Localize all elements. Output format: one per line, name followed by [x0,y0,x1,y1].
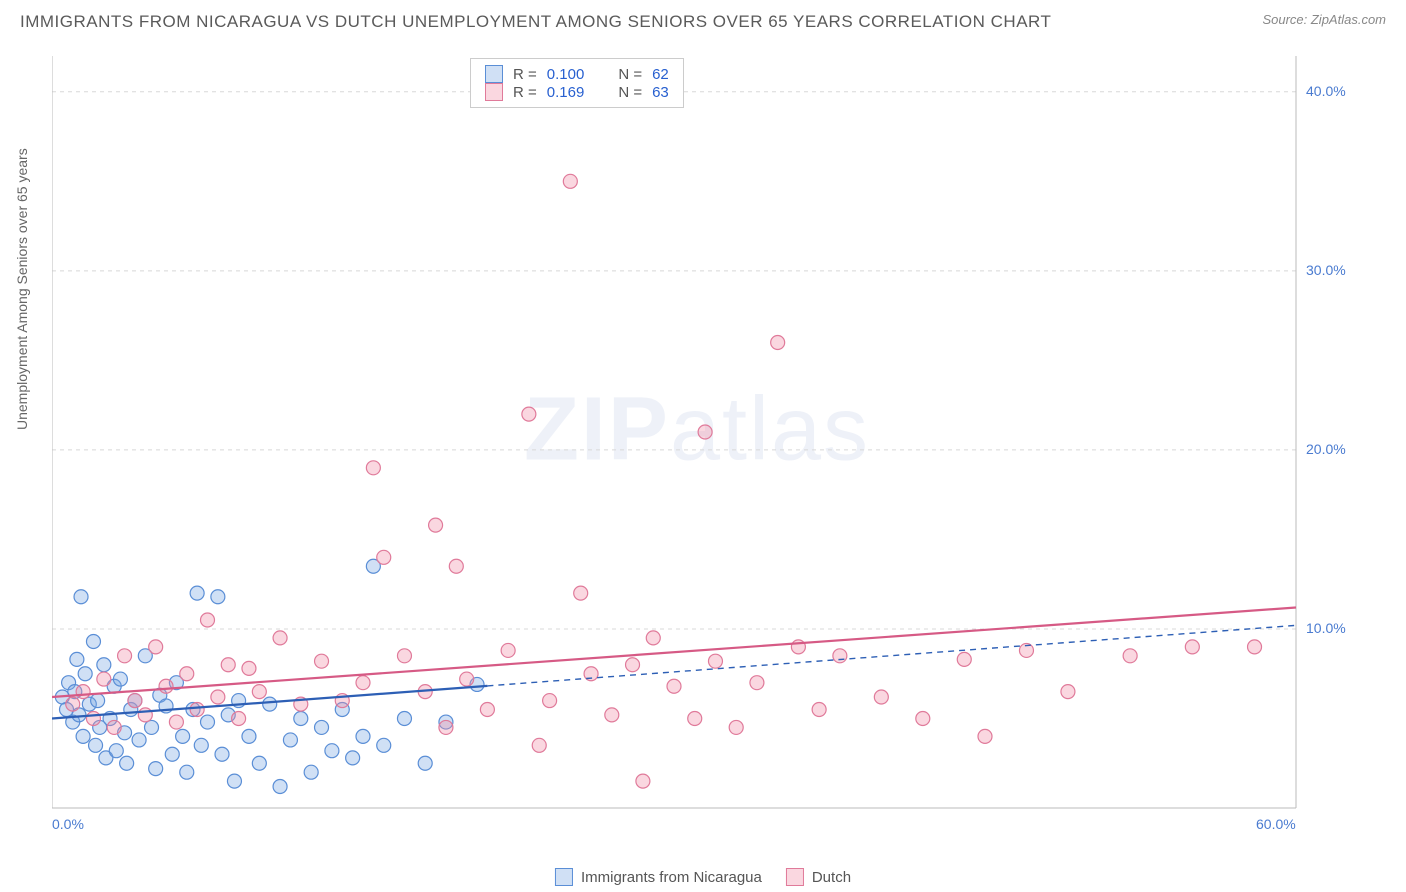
r-label: R = [513,66,537,83]
n-label: N = [618,84,642,101]
y-axis-label: Unemployment Among Seniors over 65 years [14,148,30,430]
swatch-icon [786,868,804,886]
legend-correlation: R = 0.100 N = 62 R = 0.169 N = 63 [470,58,684,108]
n-value: 62 [652,66,669,83]
legend-row: R = 0.100 N = 62 [485,65,669,83]
legend-item: Dutch [786,868,851,886]
r-label: R = [513,84,537,101]
n-value: 63 [652,84,669,101]
r-value: 0.169 [547,84,585,101]
n-label: N = [618,66,642,83]
legend-series: Immigrants from Nicaragua Dutch [555,868,851,886]
swatch-icon [485,83,503,101]
legend-item: Immigrants from Nicaragua [555,868,762,886]
chart-area: ZIPatlas [52,56,1342,836]
y-tick-label: 20.0% [1306,441,1346,457]
y-tick-label: 30.0% [1306,262,1346,278]
x-tick-label: 60.0% [1256,816,1296,832]
x-tick-label: 0.0% [52,816,84,832]
y-tick-label: 40.0% [1306,83,1346,99]
legend-label: Dutch [812,869,851,886]
chart-title: IMMIGRANTS FROM NICARAGUA VS DUTCH UNEMP… [20,12,1051,32]
legend-row: R = 0.169 N = 63 [485,83,669,101]
swatch-icon [485,65,503,83]
source-label: Source: ZipAtlas.com [1262,12,1386,27]
r-value: 0.100 [547,66,585,83]
y-tick-label: 10.0% [1306,620,1346,636]
legend-label: Immigrants from Nicaragua [581,869,762,886]
swatch-icon [555,868,573,886]
scatter-plot [52,56,1342,836]
header: IMMIGRANTS FROM NICARAGUA VS DUTCH UNEMP… [0,0,1406,40]
